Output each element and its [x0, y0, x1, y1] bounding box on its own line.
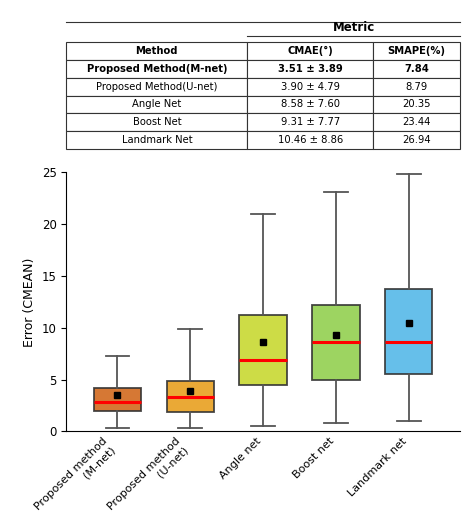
PathPatch shape [166, 380, 214, 412]
Text: Metric: Metric [332, 22, 374, 34]
PathPatch shape [239, 315, 287, 385]
PathPatch shape [385, 289, 432, 375]
PathPatch shape [94, 388, 141, 411]
PathPatch shape [312, 305, 360, 380]
Y-axis label: Error (CMEAN): Error (CMEAN) [23, 257, 36, 347]
